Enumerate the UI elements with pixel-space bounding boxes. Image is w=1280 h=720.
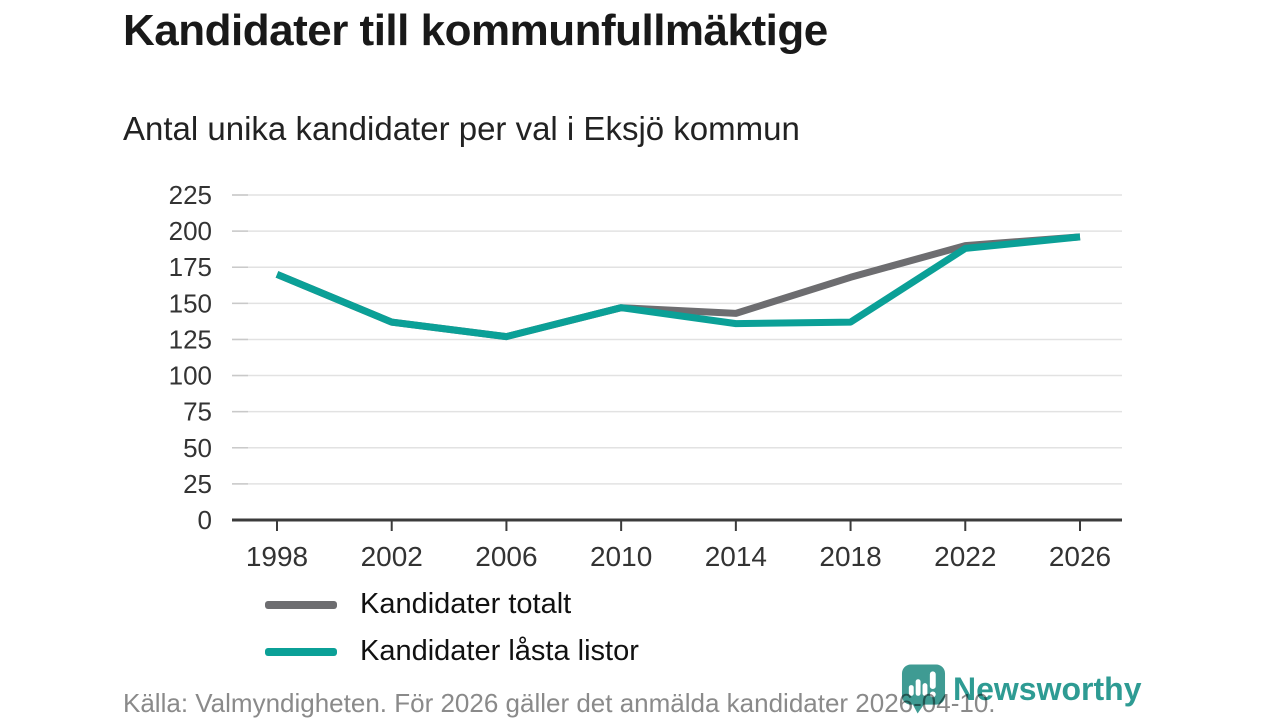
legend-label-locked-lists: Kandidater låsta listor: [360, 635, 639, 667]
y-tick-label: 200: [169, 216, 212, 246]
y-tick-label: 25: [183, 469, 212, 499]
chart-subtitle: Antal unika kandidater per val i Eksjö k…: [123, 110, 800, 147]
series-line-locked-lists: [275, 233, 1081, 341]
y-tick-label: 150: [169, 288, 212, 318]
legend-item-total: Kandidater totalt: [257, 581, 687, 628]
source-note: Källa: Valmyndigheten. För 2026 gäller d…: [123, 688, 996, 718]
legend-swatch-total: [265, 600, 337, 609]
y-tick-label: 125: [169, 324, 212, 354]
chart-canvas: 0 25 50 75 100 125 150 175 200 225 1998 2002 2006 201…: [169, 180, 1122, 572]
y-tick-label: 0: [198, 505, 212, 535]
chart-title: Kandidater till kommunfullmäktige: [123, 6, 828, 55]
x-tick-label: 2006: [475, 541, 537, 572]
newsworthy-pin-icon: [901, 664, 946, 714]
x-tick-label: 2014: [705, 541, 767, 572]
legend-item-locked-lists: Kandidater låsta listor: [257, 628, 687, 675]
x-tick-label: 1998: [246, 541, 308, 572]
y-tick-label: 225: [169, 180, 212, 210]
newsworthy-logo: Newsworthy: [901, 663, 1141, 715]
x-tick-label: 2010: [590, 541, 652, 572]
x-tick-label: 2022: [934, 541, 996, 572]
y-tick-label: 100: [169, 361, 212, 391]
y-tick-label: 50: [183, 433, 212, 463]
x-tick-label: 2002: [361, 541, 423, 572]
y-tick-label: 175: [169, 252, 212, 282]
legend-label-total: Kandidater totalt: [360, 588, 572, 620]
x-tick-label: 2026: [1049, 541, 1111, 572]
legend-swatch-locked-lists: [265, 647, 337, 656]
x-tick-label: 2018: [819, 541, 881, 572]
chart-legend: Kandidater totalt Kandidater låsta listo…: [257, 579, 687, 677]
line-chart: 0 25 50 75 100 125 150 175 200 225 1998 2002 2006 201…: [0, 180, 1280, 677]
bar-chart-glyph: [908, 671, 936, 698]
y-tick-label: 75: [183, 397, 212, 427]
newsworthy-wordmark: Newsworthy: [953, 671, 1142, 707]
